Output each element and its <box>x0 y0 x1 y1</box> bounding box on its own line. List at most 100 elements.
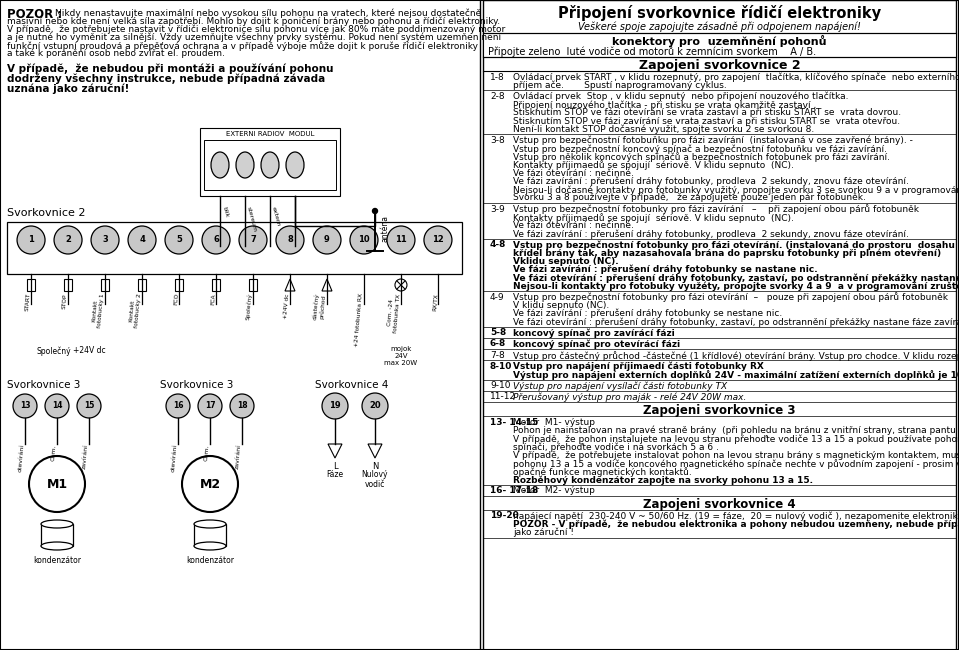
Text: 19-20: 19-20 <box>490 512 519 521</box>
Circle shape <box>29 456 85 512</box>
Text: koncový spínač pro zavírácí fázi: koncový spínač pro zavírácí fázi <box>513 328 675 338</box>
Circle shape <box>350 226 378 254</box>
Text: M1: M1 <box>46 478 67 491</box>
Text: spínači, přehoďte vodiče i na svorkách 5 a 6 .: spínači, přehoďte vodiče i na svorkách 5… <box>513 442 719 452</box>
Text: +24V dc: +24V dc <box>283 293 290 318</box>
Text: Stisknutím STOP ve fázi otevírání se vrata zastaví a při stisku START se  vrata : Stisknutím STOP ve fázi otevírání se vra… <box>513 109 901 117</box>
Text: stereum: stereum <box>246 206 258 233</box>
Text: 13- 14-15: 13- 14-15 <box>490 418 538 426</box>
Text: zavírání: zavírání <box>82 444 89 469</box>
Text: 6: 6 <box>213 235 219 244</box>
Text: Kontakt
fotobucky 1: Kontakt fotobucky 1 <box>91 293 105 328</box>
Circle shape <box>276 226 304 254</box>
Text: Com.: Com. <box>51 444 57 461</box>
Circle shape <box>128 226 156 254</box>
Text: křídel brány tak, aby nazasahovala brána do paprsku fotobunky při plném otevření: křídel brány tak, aby nazasahovala brána… <box>513 248 941 258</box>
Bar <box>212 279 220 291</box>
Bar <box>7 222 462 274</box>
Text: 12: 12 <box>433 235 444 244</box>
Text: Společný: Společný <box>36 346 71 356</box>
Text: 1: 1 <box>28 235 34 244</box>
Text: Kontakty příjimaedů se spojují  sériově. V klidu sepnuto  (NC).: Kontakty příjimaedů se spojují sériově. … <box>513 161 794 170</box>
Circle shape <box>13 394 37 418</box>
Text: a je nutné ho vyměnit za silnější. Vždy uzemňujte všechny prvky systému. Pokud n: a je nutné ho vyměnit za silnější. Vždy … <box>7 32 502 42</box>
Text: 3-8: 3-8 <box>490 136 504 145</box>
Text: Připojení svorkovnice řídičí elektroniky: Připojení svorkovnice řídičí elektroniky <box>558 5 881 21</box>
Text: 8: 8 <box>287 235 292 244</box>
Circle shape <box>198 394 222 418</box>
Text: V případě,  že potřebujete instalovat pohon na levou stranu brány s magnetickým : V případě, že potřebujete instalovat poh… <box>513 450 959 460</box>
Circle shape <box>91 226 119 254</box>
Text: dodrženy všechny instrukce, nebude případná závada: dodrženy všechny instrukce, nebude přípa… <box>7 73 325 84</box>
Text: Vstup pro bezpečnostní fotobunky pro fázi zavírání   –    při zapojení obou párů: Vstup pro bezpečnostní fotobunky pro fáz… <box>513 205 919 214</box>
Text: POZOR :: POZOR : <box>7 8 66 21</box>
Text: +24V dc: +24V dc <box>73 346 105 355</box>
Bar <box>64 279 72 291</box>
Text: Kontakt
fotobucky 2: Kontakt fotobucky 2 <box>129 293 142 328</box>
Ellipse shape <box>194 520 226 528</box>
Text: STOP: STOP <box>61 293 68 309</box>
Polygon shape <box>285 279 295 291</box>
Text: 10: 10 <box>358 235 370 244</box>
Text: otevírání: otevírání <box>17 444 25 473</box>
Text: Svorku 3 a 8 používejte v případě,   že zapojujete pouze jeden pár fotobuněk.: Svorku 3 a 8 používejte v případě, že za… <box>513 193 866 202</box>
Text: blik: blik <box>221 206 229 218</box>
Text: Veškeré spoje zapojujte zásadně při odpojenem napájení!: Veškeré spoje zapojujte zásadně při odpo… <box>578 21 861 31</box>
Text: zavírání: zavírání <box>235 444 242 469</box>
Text: 11: 11 <box>395 235 407 244</box>
Text: Ve fázi zavírání : přerušení dráhy fotobunky, prodleva  2 sekundy, znovu fáze ot: Ve fázi zavírání : přerušení dráhy fotob… <box>513 229 909 239</box>
Text: Připojení nouzového tlačítka - při stisku se vrata okamžitě zastaví ,: Připojení nouzového tlačítka - při stisk… <box>513 100 816 110</box>
Text: Není-li kontakt STOP dočasné využit, spojte svorku 2 se svorkou 8.: Není-li kontakt STOP dočasné využit, spo… <box>513 125 814 134</box>
Text: 13: 13 <box>20 402 31 411</box>
Circle shape <box>182 456 238 512</box>
Text: EXTERNI RADIOV  MODUL: EXTERNI RADIOV MODUL <box>225 131 315 137</box>
Text: extern: extern <box>271 206 281 227</box>
Circle shape <box>17 226 45 254</box>
Text: V případě,  že potřebujete nastavit v řídiči elektronice sílu pohonu více jak 80: V případě, že potřebujete nastavit v říd… <box>7 25 505 34</box>
Text: Ve fázi otevírání : přerušení dráhy fotobunky, zastaví, po odstrannění překážky : Ve fázi otevírání : přerušení dráhy foto… <box>513 317 959 326</box>
Circle shape <box>202 226 230 254</box>
Text: 3: 3 <box>103 235 108 244</box>
Text: Svorkovnice 3: Svorkovnice 3 <box>7 380 81 390</box>
Text: napájecí napětí  230-240 V ~ 50/60 Hz. (19 = fáze,  20 = nulový vodič ), nezapom: napájecí napětí 230-240 V ~ 50/60 Hz. (1… <box>513 512 959 521</box>
Text: Vstup pro několik koncových spínačů a bezpečnostních fotobunek pro fázi zavírání: Vstup pro několik koncových spínačů a be… <box>513 152 890 162</box>
Text: Zapojeni svorkovnice 4: Zapojeni svorkovnice 4 <box>643 498 796 511</box>
Polygon shape <box>328 444 342 458</box>
Bar <box>41 524 73 546</box>
Text: Ve fázi zavírání : přerušení dráhy fotobunky se nestane nic.: Ve fázi zavírání : přerušení dráhy fotob… <box>513 309 783 318</box>
Text: 6-8: 6-8 <box>490 339 506 348</box>
Text: Ve fázi otevírání : přerušení dráhy fotobunky, zastaví, po odstrannění překážky : Ve fázi otevírání : přerušení dráhy foto… <box>513 273 959 283</box>
Text: kondenzátor: kondenzátor <box>33 556 81 565</box>
Text: Výstup pro napájení externích doplňků 24V - maximální zatížení externích doplňků: Výstup pro napájení externích doplňků 24… <box>513 370 959 380</box>
Bar <box>249 279 257 291</box>
Polygon shape <box>322 279 332 291</box>
Circle shape <box>239 226 267 254</box>
Text: Nejsou-li dočasné kontakty pro fotobunky využitý, propojte svorku 3 se svorkou 9: Nejsou-li dočasné kontakty pro fotobunky… <box>513 185 959 194</box>
Text: funkční vstupní proudová a přepěťová ochrana a v případě výboje může dojit k por: funkční vstupní proudová a přepěťová och… <box>7 41 478 51</box>
Bar <box>175 279 183 291</box>
Text: příjem ače.       Spustí naprogramovaný cyklus.: příjem ače. Spustí naprogramovaný cyklus… <box>513 81 727 90</box>
Text: Svorkovnice 2: Svorkovnice 2 <box>7 208 85 218</box>
Text: Svorkovnice 4: Svorkovnice 4 <box>315 380 388 390</box>
Text: 16- 17-18: 16- 17-18 <box>490 486 538 495</box>
Text: RX/TX: RX/TX <box>432 293 438 311</box>
Text: Zapojeni svorkovnice 2: Zapojeni svorkovnice 2 <box>639 59 801 72</box>
Text: 4-9: 4-9 <box>490 292 504 302</box>
Text: 18: 18 <box>237 402 247 411</box>
Text: 9: 9 <box>324 235 330 244</box>
Text: Svorkovnice 3: Svorkovnice 3 <box>160 380 233 390</box>
Text: jako záruční !: jako záruční ! <box>513 528 574 538</box>
Text: Com. -24
fotobunka TX: Com. -24 fotobunka TX <box>386 293 401 333</box>
Text: 8-10: 8-10 <box>490 362 512 371</box>
Text: mojok
24V
max 20W: mojok 24V max 20W <box>385 346 417 366</box>
Circle shape <box>395 279 407 291</box>
Text: FCA: FCA <box>210 293 216 305</box>
Bar <box>483 0 956 650</box>
Text: Nikdy nenastavujte maximální nebo vysokou sílu pohonu na vratech, které nejsou d: Nikdy nenastavujte maximální nebo vysoko… <box>55 8 481 18</box>
Text: 1-8: 1-8 <box>490 73 504 81</box>
Text: Ve fázi zavírání : přerušení dráhy fotobunky, prodleva  2 sekundy, znovu fáze ot: Ve fázi zavírání : přerušení dráhy fotob… <box>513 177 909 187</box>
Circle shape <box>322 393 348 419</box>
Text: Stisknutím STOP ve fázi zavírání se vrata zastaví a při stisku START se  vrata o: Stisknutím STOP ve fázi zavírání se vrat… <box>513 116 901 125</box>
Text: Vstup pro napájení příjimaedí části fotobunky RX: Vstup pro napájení příjimaedí části foto… <box>513 362 764 371</box>
Text: masivní nebo kde není velká síla zapotřebí. Mohlo by dojit k poničení brány nebo: masivní nebo kde není velká síla zapotře… <box>7 16 501 26</box>
